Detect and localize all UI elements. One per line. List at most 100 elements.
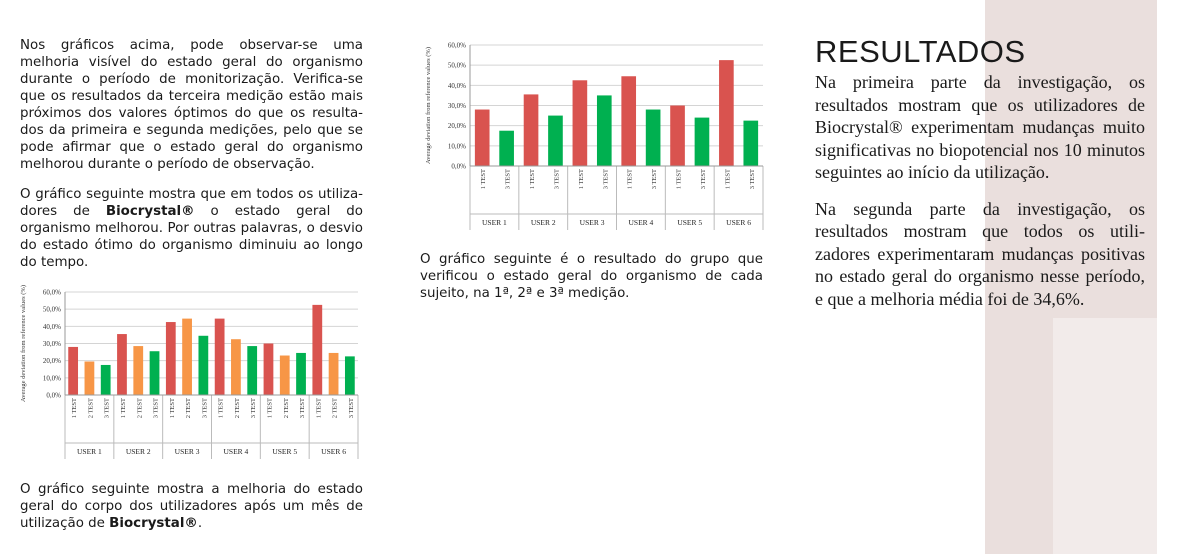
bar-label: 1 TEST xyxy=(529,169,536,189)
bar-label: 1 TEST xyxy=(315,398,322,418)
group-label: USER 2 xyxy=(126,447,151,456)
summary-text-start: O gráfico seguinte mostra que em todos o… xyxy=(20,187,363,219)
bar-label: 1 TEST xyxy=(218,398,225,418)
bar-label: 3 TEST xyxy=(250,398,257,418)
bar xyxy=(279,355,290,395)
bar xyxy=(572,80,588,166)
bar xyxy=(214,318,225,395)
bar xyxy=(474,109,490,166)
bar-label: 3 TEST xyxy=(104,398,111,418)
bar-label: 3 TEST xyxy=(553,169,560,189)
group-label: USER 3 xyxy=(175,447,200,456)
bar-label: 3 TEST xyxy=(348,398,355,418)
bar xyxy=(117,334,127,395)
bar-label: 2 TEST xyxy=(283,398,290,418)
group-label: USER 2 xyxy=(531,218,556,227)
y-tick-label: 60,0% xyxy=(43,289,61,297)
y-tick-label: 50,0% xyxy=(43,306,61,314)
y-tick-label: 0,0% xyxy=(46,392,61,400)
y-tick-label: 30,0% xyxy=(43,340,61,348)
decorative-panel-light xyxy=(1053,318,1157,554)
bar xyxy=(499,130,514,166)
y-tick-label: 40,0% xyxy=(448,82,466,90)
bar xyxy=(645,109,661,166)
group-label: USER 5 xyxy=(272,447,297,456)
bar xyxy=(719,60,734,166)
bar-label: 1 TEST xyxy=(266,398,273,418)
bar-label: 2 TEST xyxy=(185,398,192,418)
bar-label: 3 TEST xyxy=(299,398,306,418)
bar-label: 1 TEST xyxy=(480,169,487,189)
chart-three-tests: 0,0% 10,0% 20,0% 30,0% 40,0% 50,0% 60,0% Averag… xyxy=(15,285,365,462)
brand-name: Biocrystal® xyxy=(109,516,198,531)
bar-label: 2 TEST xyxy=(87,398,94,418)
bar xyxy=(68,346,79,395)
y-tick-label: 30,0% xyxy=(448,102,466,110)
group-label: USER 4 xyxy=(224,447,249,456)
bar xyxy=(247,346,258,395)
results-paragraph-2: Na segunda parte da investigação, os res… xyxy=(815,198,1145,309)
results-title: RESULTADOS xyxy=(815,34,1026,69)
group-label: USER 6 xyxy=(726,218,751,227)
brand-name: Biocrystal® xyxy=(105,204,195,219)
y-tick-label: 60,0% xyxy=(448,42,466,50)
bar xyxy=(165,322,176,395)
left-caption-block: O gráfico seguinte mostra a melhoria do … xyxy=(20,481,363,545)
chart-caption-left: O gráfico seguinte mostra a melhoria do … xyxy=(20,481,363,532)
bar-label: 3 TEST xyxy=(602,169,609,189)
bar xyxy=(182,318,192,395)
bar xyxy=(312,304,323,395)
bar xyxy=(328,352,339,395)
results-paragraph-1: Na primeira parte da investigação, os re… xyxy=(815,72,1145,182)
summary-paragraph: O gráfico seguinte mostra que em todos o… xyxy=(20,186,363,271)
bar-label: 1 TEST xyxy=(169,398,176,418)
y-axis-label: Average deviation from reference values … xyxy=(425,47,432,164)
bar xyxy=(596,95,612,166)
bar-label: 3 TEST xyxy=(505,169,512,189)
bar-label: 2 TEST xyxy=(332,398,339,418)
bar-label: 1 TEST xyxy=(627,169,634,189)
bar xyxy=(344,356,355,395)
y-tick-label: 20,0% xyxy=(43,357,61,365)
summary-text-end: o estado geral do organismo melhorou. Po… xyxy=(20,204,363,270)
bar xyxy=(100,364,111,395)
bar xyxy=(133,346,144,395)
group-label: USER 1 xyxy=(482,218,507,227)
bar xyxy=(670,105,685,166)
bar-label: 1 TEST xyxy=(578,169,585,189)
bar-label: 1 TEST xyxy=(71,398,78,418)
bar xyxy=(149,351,160,395)
group-label: USER 1 xyxy=(77,447,102,456)
bar-label: 3 TEST xyxy=(651,169,658,189)
bar-label: 2 TEST xyxy=(136,398,143,418)
y-tick-label: 10,0% xyxy=(448,142,466,150)
bar xyxy=(621,76,637,166)
caption-text-end: . xyxy=(197,516,203,531)
bar xyxy=(231,339,241,395)
bar xyxy=(548,115,563,166)
caption-text-start: O gráfico seguinte mostra a melhoria do … xyxy=(20,482,363,531)
group-label: USER 6 xyxy=(321,447,346,456)
bar xyxy=(523,94,539,166)
y-tick-label: 20,0% xyxy=(448,122,466,130)
chart-svg: 0,0% 10,0% 20,0% 30,0% 40,0% 50,0% 60,0% Averag… xyxy=(20,285,359,459)
group-label: USER 5 xyxy=(677,218,702,227)
bar xyxy=(84,361,95,395)
bar xyxy=(296,352,306,395)
results-column: RESULTADOS Na primeira parte da investig… xyxy=(815,35,1145,324)
y-tick-label: 40,0% xyxy=(43,323,61,331)
y-tick-label: 0,0% xyxy=(451,163,466,171)
bar xyxy=(694,117,710,166)
bar xyxy=(743,120,759,166)
bar-label: 1 TEST xyxy=(120,398,127,418)
y-axis-label: Average deviation from reference values … xyxy=(20,285,27,402)
y-tick-label: 10,0% xyxy=(43,374,61,382)
bar-label: 2 TEST xyxy=(234,398,241,418)
y-tick-label: 50,0% xyxy=(448,62,466,70)
bar xyxy=(198,335,209,395)
bar-label: 3 TEST xyxy=(201,398,208,418)
group-label: USER 3 xyxy=(580,218,605,227)
bar-label: 1 TEST xyxy=(676,169,683,189)
bar-label: 3 TEST xyxy=(153,398,160,418)
bar-label: 1 TEST xyxy=(724,169,731,189)
